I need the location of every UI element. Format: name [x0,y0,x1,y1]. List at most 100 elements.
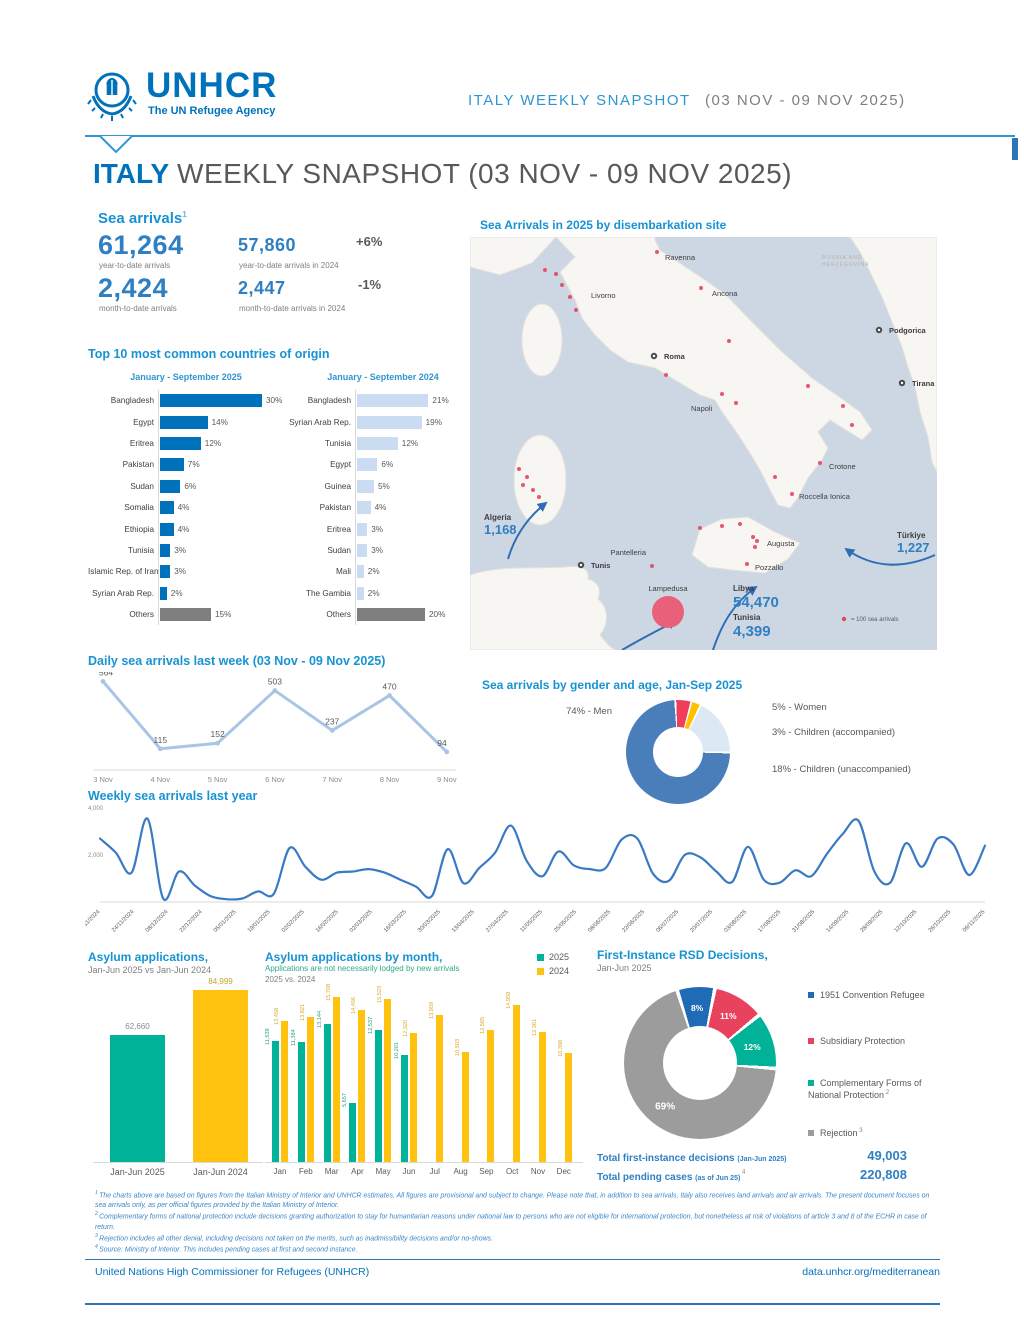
top10-row: Ethiopia 4% [88,518,284,540]
capital-marker-inner [652,354,656,358]
month-bar-value: 12,361 [532,1019,538,1037]
weekly-x-label: 25/05/2025 [553,909,578,934]
bar-track: 4% [158,518,189,540]
month-label: Aug [453,1167,468,1176]
top10-row: Eritrea 12% [88,432,284,455]
map-arrival-dot [525,475,529,479]
daily-value-label: 564 [99,672,113,677]
bar-islamic-rep-of-iran [160,565,171,579]
asylum-monthly-subtitle1: Applications are not necessarily lodged … [265,964,460,973]
map-city-label-crotone: Crotone [829,462,856,471]
bar-track: 7% [158,454,200,476]
weekly-x-label: 10/11/2024 [85,909,102,934]
rsd-donut-chart: 8% 11% 12% 69% [624,987,776,1139]
top10-row: Sudan 3% [285,539,481,562]
map-city-label-roccella-ionica: Roccella Ionica [799,492,851,501]
legend-swatch [537,967,544,975]
top10-row: Others 20% [285,603,481,626]
flow-value: 1,168 [484,522,517,537]
total-bar-category: Jan-Jun 2024 [193,1167,248,1177]
daily-x-label: 8 Nov [380,775,400,784]
page-edge-mark [1012,138,1018,160]
legend-label: Subsidiary Protection [820,1036,906,1046]
top10-subtitle: January - September 2024 [327,372,439,382]
map-region-label: HERZEGOVINA [822,262,869,268]
country-label: Pakistan [122,460,154,470]
total-bar-jan-jun-2024 [193,990,248,1162]
footnote-ref-1: 1 [182,210,187,219]
percent-label: 7% [187,460,200,470]
weekly-x-label: 03/08/2025 [723,909,748,934]
percent-label: 3% [371,545,384,555]
country-label: Eritrea [129,438,154,448]
percent-label: 3% [174,567,187,577]
month-label: Jan [273,1167,287,1176]
legend-label: 1951 Convention Refugee [820,990,925,1000]
daily-x-label: 6 Nov [265,775,285,784]
map-legend-dot [841,616,847,622]
map-city-label-livorno: Livorno [591,291,616,300]
bar-bangladesh [357,394,429,408]
map-arrival-dot [738,522,742,526]
page-title-rest: WEEKLY SNAPSHOT (03 NOV - 09 NOV 2025) [177,158,793,189]
gender-label-men: 74% - Men [566,706,612,717]
map-arrival-dot [755,539,759,543]
top10-chart-2024: January - September 2024 Bangladesh 21% Syr… [285,372,481,626]
bar-track: 2% [355,582,380,604]
bar-mali [357,565,364,579]
weekly-x-label: 16/02/2025 [315,909,340,934]
percent-label: 4% [177,503,190,513]
month-bar-feb-2025 [297,1042,305,1162]
map-arrival-dot [664,373,668,377]
footnote-text: Complementary forms of national protecti… [95,1213,927,1231]
month-bar-value: 11,384 [290,1029,297,1047]
month-bar-jan-2025 [272,1040,279,1162]
country-label: Somalia [124,503,154,513]
month-label: Apr [351,1167,364,1176]
daily-x-label: 7 Nov [322,775,342,784]
top10-row: Tunisia 12% [285,432,481,455]
country-label: Bangladesh [307,396,351,406]
total-bar-value: 84,999 [208,977,233,987]
month-label: Oct [505,1167,519,1176]
total-bar-jan-jun-2025 [110,1035,165,1162]
weekly-x-label: 08/12/2024 [145,909,170,934]
lampedusa-bubble [652,596,684,628]
bar-others [160,608,211,622]
weekly-x-label: 09/11/2025 [962,909,986,933]
country-label: Bangladesh [110,396,154,406]
rsd-total-label: Total first-instance decisions [597,1153,738,1164]
gender-legend-women: 5% - Women [772,702,827,713]
footnotes: 1 The charts above are based on figures … [95,1190,940,1255]
weekly-x-label: 02/02/2025 [281,909,306,934]
flow-name-libya: Libya [733,584,754,593]
month-bar-value: 12,565 [480,1016,487,1035]
footnote-text: The charts above are based on figures fr… [95,1192,930,1210]
top10-row: Pakistan 7% [88,454,284,476]
map-arrival-dot [727,339,731,343]
top10-row: Sudan 6% [88,475,284,497]
asylum-totals-chart: 62,660 Jan-Jun 2025 84,999 Jan-Jun 2024 [88,975,268,1180]
weekly-x-label: 02/03/2025 [349,909,374,934]
map-land-italy [555,237,873,509]
bar-track: 4% [355,496,386,519]
rsd-total-value: 49,003 [867,1148,907,1163]
map-legend-text: = 100 sea arrivals [851,617,899,623]
map-arrival-dot [698,526,702,530]
monthly-legend: 2025 2024 [537,950,569,978]
map-arrival-dot [531,488,535,492]
weekly-x-label: 19/01/2025 [247,909,272,934]
bar-egypt [160,415,208,429]
country-label: Islamic Rep. of Iran [88,567,159,577]
country-label: Ethiopia [124,524,154,534]
daily-point [100,679,106,684]
asylum-monthly-chart: 11,538 13,458 Jan 11,384 13,821 Feb 13,144 15,7… [265,984,587,1180]
flow-value: 1,227 [897,540,930,555]
country-label: Guinea [324,481,351,491]
bar-bangladesh [160,394,262,408]
percent-label: 3% [174,545,187,555]
brand-tagline: The UN Refugee Agency [148,105,276,117]
daily-x-label: 9 Nov [437,775,457,784]
footer-link[interactable]: data.unhcr.org/mediterranean [802,1266,940,1278]
asylum-totals-title: Asylum applications, [88,950,209,964]
